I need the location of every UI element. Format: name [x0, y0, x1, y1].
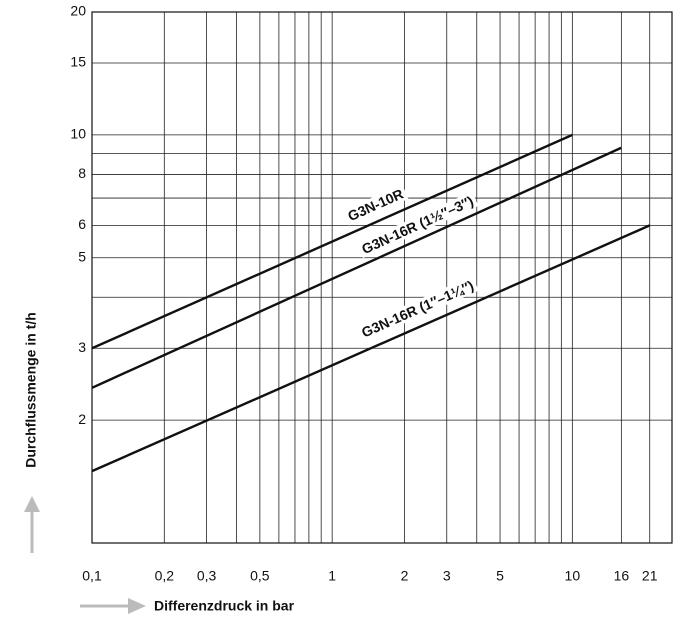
x-tick-label: 0,2 — [155, 568, 175, 584]
label-bg — [356, 275, 479, 342]
label-bg — [342, 184, 409, 226]
series-line — [91, 224, 651, 473]
y-tick-label: 3 — [78, 339, 86, 355]
y-tick-label: 8 — [78, 165, 86, 181]
y-tick-label: 5 — [78, 248, 86, 264]
series-label: G3N-10R — [345, 185, 406, 224]
x-tick-label: 16 — [614, 568, 630, 584]
x-tick-label: 10 — [565, 568, 581, 584]
y-tick-label: 2 — [78, 411, 86, 427]
y-tick-label: 20 — [70, 3, 86, 19]
x-tick-label: 0,1 — [82, 568, 102, 584]
x-tick-label: 21 — [642, 568, 658, 584]
label-bg — [356, 191, 479, 259]
x-tick-label: 5 — [496, 568, 504, 584]
x-arrow — [80, 598, 146, 614]
y-arrow — [24, 496, 40, 553]
x-axis-label: Differenzdruck in bar — [154, 598, 295, 614]
x-tick-label: 2 — [401, 568, 409, 584]
y-tick-label: 6 — [78, 216, 86, 232]
y-tick-label: 10 — [70, 126, 86, 142]
x-tick-label: 0,3 — [197, 568, 217, 584]
series-label-group: G3N-10R — [342, 184, 409, 226]
x-tick-label: 3 — [443, 568, 451, 584]
x-tick-label: 0,5 — [250, 568, 270, 584]
series-line — [91, 133, 573, 350]
plot-frame — [91, 11, 673, 544]
y-axis-label: Durchflussmenge in t/h — [23, 312, 39, 468]
y-tick-label: 15 — [70, 54, 86, 70]
series-line — [91, 146, 622, 389]
x-tick-label: 1 — [328, 568, 336, 584]
